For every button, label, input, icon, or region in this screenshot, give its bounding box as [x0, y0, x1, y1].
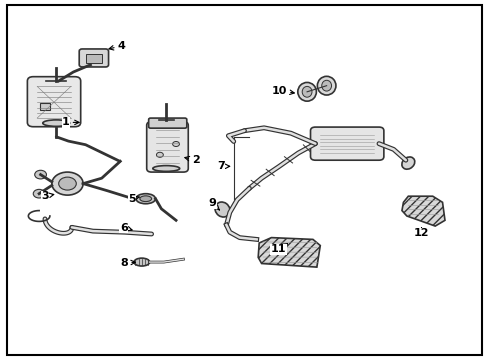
Ellipse shape: [215, 202, 229, 217]
Ellipse shape: [136, 194, 155, 204]
Ellipse shape: [321, 80, 331, 91]
Circle shape: [172, 141, 179, 147]
Text: 4: 4: [109, 41, 125, 51]
Polygon shape: [401, 196, 444, 226]
Ellipse shape: [302, 86, 311, 97]
FancyBboxPatch shape: [310, 127, 383, 160]
Text: 8: 8: [121, 258, 135, 268]
FancyBboxPatch shape: [27, 77, 81, 127]
Circle shape: [33, 189, 45, 198]
Text: 9: 9: [208, 198, 219, 210]
Text: 1: 1: [62, 117, 79, 127]
Ellipse shape: [43, 120, 70, 126]
Bar: [40, 103, 50, 110]
Ellipse shape: [140, 196, 151, 202]
FancyBboxPatch shape: [148, 118, 186, 128]
Ellipse shape: [401, 157, 414, 169]
Ellipse shape: [297, 82, 316, 101]
Text: 5: 5: [128, 194, 139, 204]
Polygon shape: [258, 238, 320, 267]
Ellipse shape: [317, 76, 335, 95]
Text: 7: 7: [217, 161, 229, 171]
Ellipse shape: [134, 258, 149, 266]
FancyBboxPatch shape: [146, 122, 188, 172]
Circle shape: [59, 177, 76, 190]
Text: 10: 10: [271, 86, 294, 96]
Bar: [86, 54, 102, 63]
Text: 3: 3: [41, 191, 54, 201]
FancyBboxPatch shape: [79, 49, 108, 67]
Circle shape: [52, 172, 83, 195]
Text: 6: 6: [120, 222, 132, 233]
Text: 12: 12: [413, 228, 428, 238]
Ellipse shape: [153, 166, 180, 171]
Circle shape: [35, 170, 46, 179]
Text: 11: 11: [270, 244, 287, 254]
Circle shape: [156, 152, 163, 157]
Text: 2: 2: [184, 155, 199, 165]
